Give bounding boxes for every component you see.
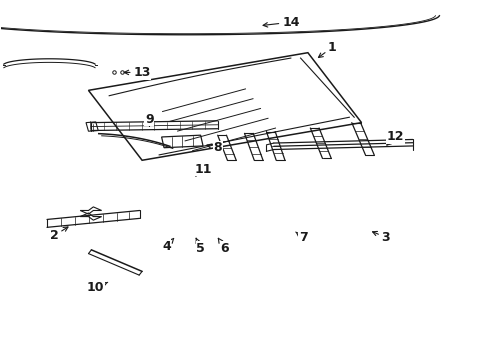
Text: 6: 6 [218, 238, 229, 255]
Text: 14: 14 [263, 16, 299, 29]
Text: 4: 4 [162, 238, 173, 253]
Text: 9: 9 [145, 113, 153, 126]
Text: 12: 12 [386, 130, 404, 145]
Text: 8: 8 [206, 141, 222, 154]
Text: 1: 1 [318, 41, 336, 58]
Text: 7: 7 [295, 231, 307, 244]
Text: 5: 5 [196, 238, 204, 255]
Text: 11: 11 [194, 163, 211, 176]
Text: 2: 2 [50, 227, 68, 242]
Text: 10: 10 [87, 281, 107, 294]
Text: 13: 13 [124, 66, 150, 79]
Text: 3: 3 [372, 231, 389, 244]
